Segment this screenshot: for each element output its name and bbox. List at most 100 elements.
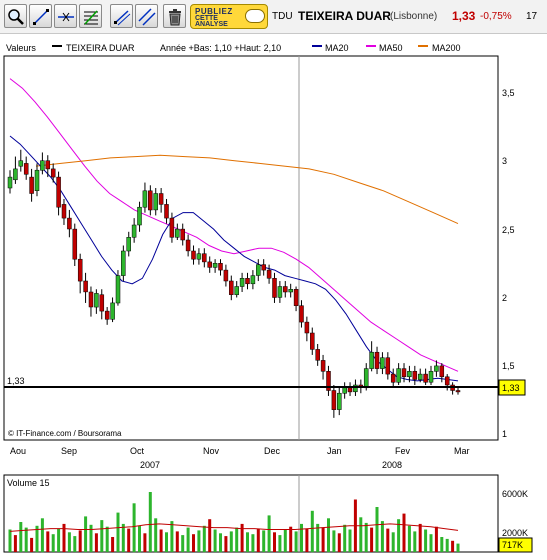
price-tick: 1 [502, 429, 507, 439]
zoom-tool-button[interactable] [4, 4, 27, 28]
horizontal-line-icon [58, 12, 74, 22]
trend-icon [114, 10, 131, 26]
ad-line2: CETTE [195, 15, 218, 22]
volume-bar [78, 530, 82, 552]
volume-tick: 2000K [502, 528, 528, 538]
volume-chart[interactable]: Volume 15 6000K 2000K 717K [0, 473, 547, 560]
candle [374, 346, 380, 375]
volume-tick: 6000K [502, 489, 528, 499]
ma200-line [35, 154, 459, 225]
legend-ma200: MA200 [432, 43, 461, 53]
candle [369, 341, 374, 372]
candle [61, 198, 67, 225]
candle-body [99, 294, 105, 312]
volume-bar [273, 532, 276, 552]
candle [45, 155, 51, 178]
volume-average [9, 523, 459, 532]
month-label: Mar [454, 446, 470, 456]
candle-body [18, 160, 24, 167]
candle [158, 188, 164, 213]
candle [434, 360, 439, 377]
legend-label: Valeurs [6, 43, 36, 53]
candle-body [13, 168, 18, 181]
ma50-line [9, 78, 459, 372]
volume-bar [197, 530, 201, 552]
volume-bar [407, 525, 411, 553]
volume-bar [332, 530, 336, 552]
volume-bar [35, 525, 39, 553]
candle [175, 223, 180, 241]
candle [455, 387, 461, 395]
candle-body [72, 228, 78, 260]
candle [169, 212, 175, 243]
year-label: 2008 [382, 460, 402, 470]
candle [412, 365, 418, 386]
candle [110, 297, 115, 323]
candle-body [299, 305, 304, 323]
price-tick: 3,5 [502, 88, 515, 98]
candle-body [110, 302, 115, 320]
candle [207, 256, 212, 273]
candle [261, 259, 266, 276]
price-chart[interactable]: Valeurs TEIXEIRA DUAR Année +Bas: 1,10 +… [0, 36, 547, 473]
delete-tool-button[interactable] [163, 4, 186, 28]
candle-body [67, 217, 72, 230]
candlestick-series [7, 149, 461, 418]
volume-bar [262, 530, 266, 552]
candle [256, 259, 261, 282]
candle [196, 248, 202, 265]
candle [29, 168, 34, 202]
candle [223, 264, 229, 287]
channel-tool-button[interactable] [135, 4, 158, 28]
volume-bar [175, 531, 179, 552]
candle [234, 281, 239, 298]
copyright: © IT-Finance.com / Boursorama [8, 429, 122, 438]
candle [417, 368, 423, 383]
candle-body [369, 351, 374, 369]
candle-body [175, 228, 180, 238]
candle [121, 245, 126, 282]
volume-bar [116, 512, 120, 552]
candle-body [455, 390, 461, 393]
candle-body [40, 160, 45, 171]
legend-ma50-swatch [366, 45, 376, 47]
publish-analysis-button[interactable]: PUBLIEZ CETTE ANALYSE [190, 4, 268, 29]
candle-body [202, 253, 207, 263]
candle-body [229, 280, 234, 295]
legend-ma20-swatch [312, 45, 322, 47]
candle-body [417, 373, 423, 380]
volume-bar [429, 534, 433, 552]
volume-bar [305, 528, 309, 552]
speech-bubble-icon [245, 9, 265, 23]
volume-bar [418, 523, 422, 552]
volume-bar [219, 533, 222, 553]
volume-bar [202, 525, 206, 553]
line-tool-button[interactable] [29, 4, 52, 28]
volume-bar [224, 536, 228, 552]
candle-body [191, 250, 196, 260]
candle-body [444, 376, 450, 386]
volume-bar [8, 529, 12, 552]
candle-body [185, 239, 191, 252]
month-label: Dec [264, 446, 281, 456]
candle-body [331, 390, 337, 410]
volume-bar [235, 527, 239, 552]
candle [126, 231, 131, 257]
candle [50, 163, 56, 183]
candle [77, 253, 83, 294]
candle-body [326, 371, 331, 391]
horizontal-line-tool-button[interactable] [54, 4, 77, 28]
candle [288, 283, 293, 298]
volume-bar [283, 529, 287, 552]
trend-tool-button[interactable] [110, 4, 133, 28]
candle-body [261, 264, 266, 271]
candle [380, 352, 385, 375]
candle-body [207, 261, 212, 268]
volume-bar [73, 536, 77, 552]
last-price-label: 1,33 [7, 376, 25, 386]
candle [320, 354, 326, 380]
volume-bar [256, 528, 260, 552]
candle [304, 316, 310, 342]
fibonacci-tool-button[interactable] [79, 4, 102, 28]
